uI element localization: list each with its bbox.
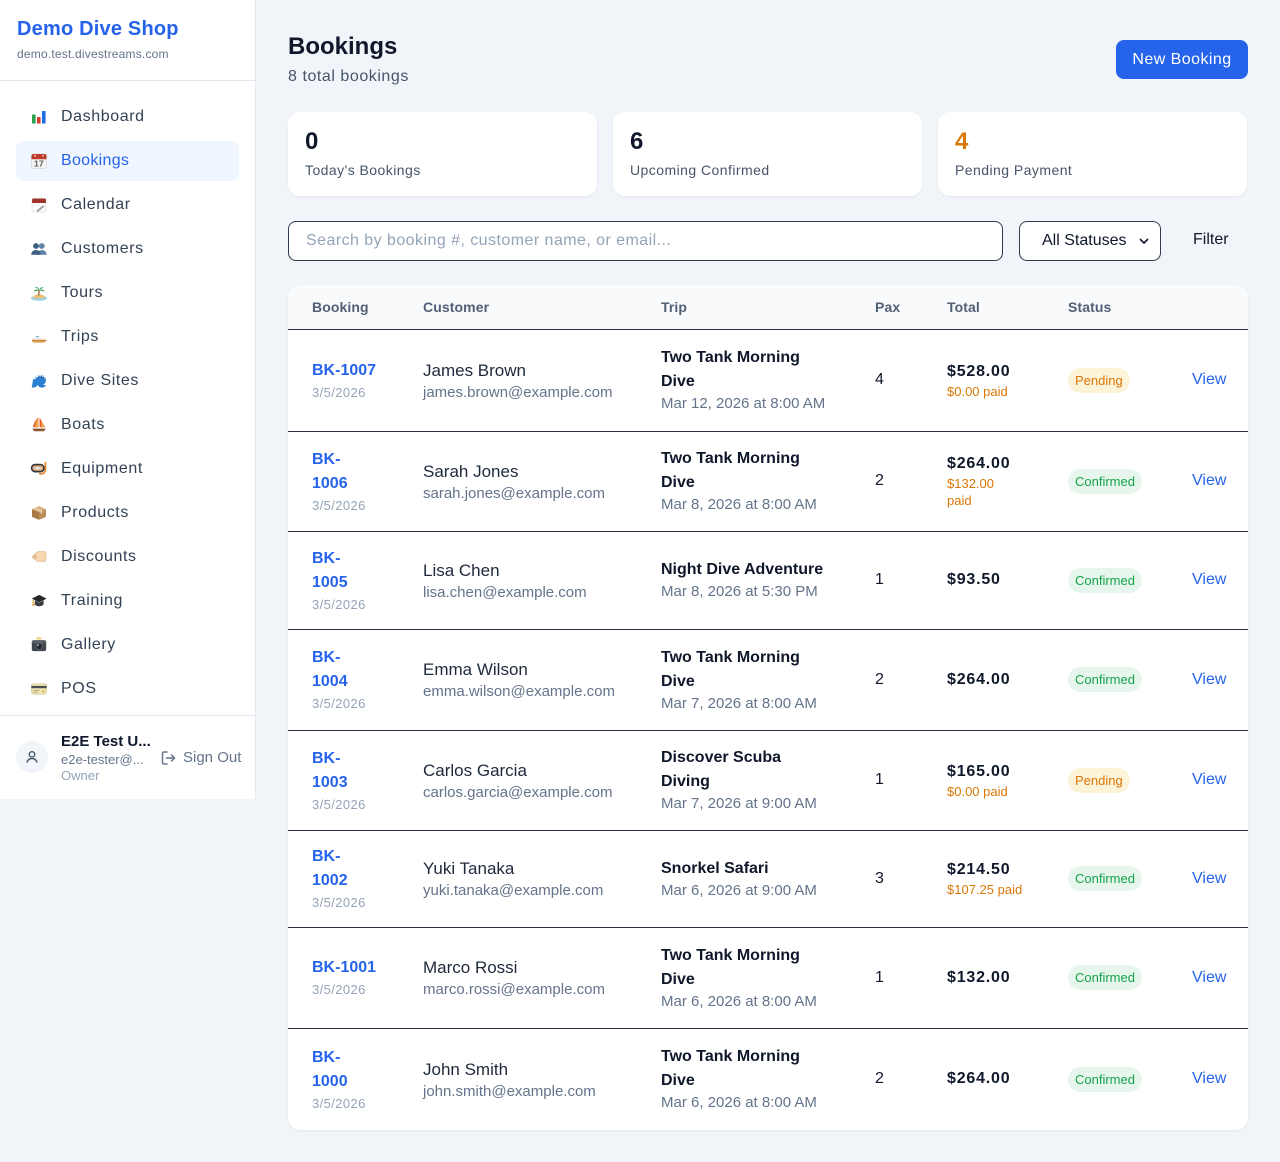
svg-text:17: 17 — [34, 159, 44, 169]
